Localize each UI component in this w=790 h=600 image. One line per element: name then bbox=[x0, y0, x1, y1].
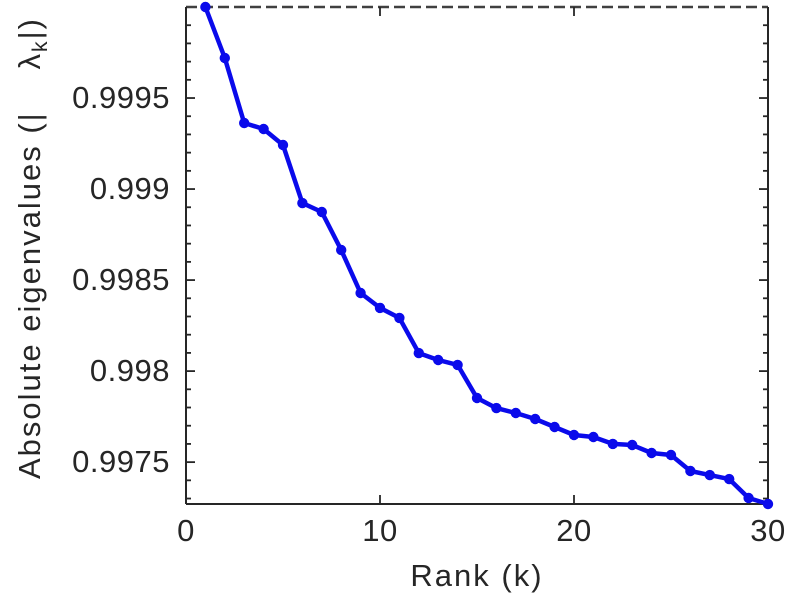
y-tick-label: 0.9995 bbox=[72, 80, 170, 116]
data-point bbox=[724, 473, 735, 485]
lambda-subscript: k bbox=[29, 39, 53, 52]
x-tick-label: 20 bbox=[556, 513, 592, 548]
y-axis-label: Absolute eigenvalues (| λk|) bbox=[12, 17, 52, 479]
data-point bbox=[413, 347, 424, 359]
data-point bbox=[200, 1, 211, 13]
data-point bbox=[355, 287, 366, 299]
y-tick-label: 0.9975 bbox=[72, 444, 170, 480]
y-tick-label: 0.998 bbox=[89, 353, 170, 389]
data-point bbox=[665, 449, 677, 461]
y-axis-label-suffix: |) bbox=[12, 17, 47, 40]
lambda-symbol: λ bbox=[12, 51, 47, 70]
data-point bbox=[258, 123, 269, 135]
data-point bbox=[530, 413, 541, 425]
data-point bbox=[607, 438, 618, 450]
axes-ticks bbox=[185, 7, 769, 504]
data-point bbox=[297, 197, 308, 209]
data-point bbox=[510, 407, 521, 419]
data-point bbox=[549, 421, 560, 433]
data-point bbox=[491, 402, 502, 414]
data-point bbox=[762, 498, 774, 510]
data-point bbox=[588, 431, 599, 443]
data-point bbox=[627, 439, 638, 451]
data-point bbox=[568, 429, 580, 441]
eigenvalue-line-series bbox=[200, 1, 774, 510]
data-point bbox=[646, 447, 657, 459]
data-point bbox=[685, 465, 696, 477]
data-point bbox=[433, 354, 444, 366]
data-point bbox=[219, 52, 230, 64]
data-point bbox=[336, 244, 347, 256]
data-point bbox=[374, 302, 386, 314]
data-point bbox=[316, 206, 327, 218]
data-point bbox=[743, 492, 754, 504]
x-tick-label: 0 bbox=[177, 513, 195, 548]
data-point bbox=[394, 312, 405, 324]
data-point bbox=[277, 139, 289, 151]
y-axis-label-prefix: Absolute eigenvalues (| bbox=[12, 111, 47, 479]
data-point bbox=[239, 117, 250, 129]
axes-spines bbox=[185, 7, 769, 505]
data-point bbox=[704, 469, 715, 481]
data-point bbox=[452, 359, 463, 371]
y-tick-label: 0.999 bbox=[89, 171, 170, 207]
data-point bbox=[471, 392, 483, 404]
eigenvalue-line bbox=[203, 4, 771, 507]
x-axis-label: Rank (k) bbox=[410, 558, 544, 593]
y-tick-label: 0.9985 bbox=[72, 262, 170, 298]
x-tick-label: 30 bbox=[750, 513, 786, 548]
x-tick-label: 10 bbox=[362, 513, 398, 548]
